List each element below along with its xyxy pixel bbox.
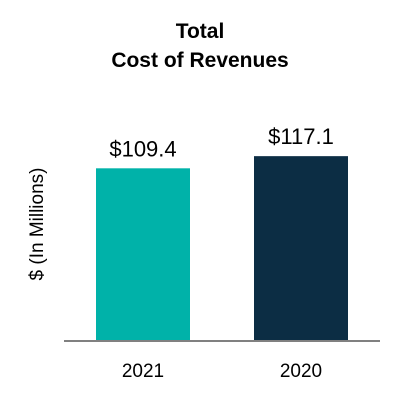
x-tick-label-2021: 2021 (122, 361, 164, 382)
x-tick-label-2020: 2020 (280, 361, 322, 382)
tick-labels-group: 2021 2020 (122, 361, 322, 382)
data-label-2021: $109.4 (109, 136, 176, 161)
chart-title-line-2: Cost of Revenues (111, 49, 288, 72)
chart-title-line-1: Total (176, 20, 225, 43)
y-axis-label: $ (In Millions) (27, 168, 48, 281)
bar-2020 (254, 156, 348, 341)
bars-group: $109.4 $117.1 (96, 124, 348, 341)
data-label-2020: $117.1 (268, 124, 334, 149)
bar-2021 (96, 168, 190, 341)
